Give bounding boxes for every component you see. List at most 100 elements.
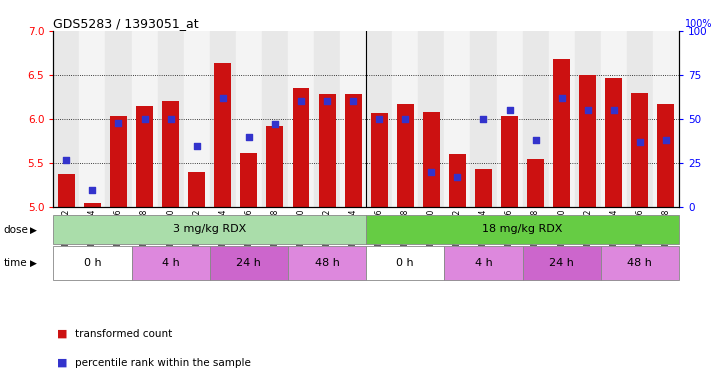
- Bar: [475, 169, 492, 207]
- Bar: [110, 116, 127, 207]
- Bar: [366, 246, 444, 280]
- Bar: [444, 31, 471, 207]
- Point: [400, 116, 411, 122]
- Text: time: time: [4, 258, 27, 268]
- Bar: [105, 31, 132, 207]
- Point: [243, 134, 255, 140]
- Point: [295, 98, 306, 104]
- Bar: [549, 31, 574, 207]
- Text: 3 mg/kg RDX: 3 mg/kg RDX: [173, 224, 247, 235]
- Point: [217, 95, 228, 101]
- Point: [504, 107, 515, 113]
- Bar: [58, 174, 75, 207]
- Point: [348, 98, 359, 104]
- Bar: [319, 94, 336, 207]
- Bar: [471, 31, 496, 207]
- Point: [634, 139, 646, 145]
- Text: 18 mg/kg RDX: 18 mg/kg RDX: [482, 224, 563, 235]
- Text: 0 h: 0 h: [397, 258, 414, 268]
- Bar: [601, 31, 627, 207]
- Text: 4 h: 4 h: [475, 258, 492, 268]
- Bar: [601, 246, 679, 280]
- Bar: [366, 31, 392, 207]
- Bar: [210, 246, 288, 280]
- Bar: [236, 31, 262, 207]
- Bar: [627, 31, 653, 207]
- Bar: [370, 113, 387, 207]
- Bar: [288, 246, 366, 280]
- Point: [87, 187, 98, 193]
- Bar: [523, 31, 549, 207]
- Bar: [84, 203, 101, 207]
- Text: 24 h: 24 h: [237, 258, 261, 268]
- Point: [608, 107, 619, 113]
- Bar: [214, 63, 231, 207]
- Point: [582, 107, 594, 113]
- Bar: [210, 31, 236, 207]
- Text: transformed count: transformed count: [75, 329, 172, 339]
- Bar: [53, 215, 366, 244]
- Point: [373, 116, 385, 122]
- Bar: [553, 59, 570, 207]
- Bar: [314, 31, 340, 207]
- Bar: [80, 31, 105, 207]
- Point: [139, 116, 150, 122]
- Point: [530, 137, 541, 143]
- Bar: [292, 88, 309, 207]
- Text: 24 h: 24 h: [550, 258, 574, 268]
- Bar: [496, 31, 523, 207]
- Text: GDS5283 / 1393051_at: GDS5283 / 1393051_at: [53, 17, 199, 30]
- Bar: [53, 31, 80, 207]
- Bar: [262, 31, 288, 207]
- Point: [321, 98, 333, 104]
- Point: [661, 137, 672, 143]
- Bar: [340, 31, 366, 207]
- Bar: [345, 94, 362, 207]
- Bar: [658, 104, 675, 207]
- Bar: [397, 104, 414, 207]
- Point: [60, 157, 72, 163]
- Bar: [523, 246, 601, 280]
- Point: [191, 142, 203, 149]
- Text: 4 h: 4 h: [162, 258, 179, 268]
- Text: 48 h: 48 h: [315, 258, 339, 268]
- Bar: [444, 246, 523, 280]
- Bar: [162, 101, 179, 207]
- Point: [478, 116, 489, 122]
- Bar: [288, 31, 314, 207]
- Bar: [392, 31, 418, 207]
- Text: ▶: ▶: [30, 226, 37, 235]
- Bar: [574, 31, 601, 207]
- Bar: [183, 31, 210, 207]
- Bar: [132, 246, 210, 280]
- Bar: [158, 31, 183, 207]
- Bar: [136, 106, 153, 207]
- Point: [556, 95, 567, 101]
- Text: ▶: ▶: [30, 258, 37, 268]
- Text: 100%: 100%: [685, 19, 711, 29]
- Point: [269, 121, 281, 127]
- Bar: [423, 112, 440, 207]
- Bar: [631, 93, 648, 207]
- Bar: [132, 31, 158, 207]
- Bar: [579, 75, 597, 207]
- Text: dose: dose: [4, 225, 28, 235]
- Bar: [366, 215, 679, 244]
- Bar: [501, 116, 518, 207]
- Text: 48 h: 48 h: [628, 258, 652, 268]
- Text: percentile rank within the sample: percentile rank within the sample: [75, 358, 250, 368]
- Bar: [653, 31, 679, 207]
- Point: [426, 169, 437, 175]
- Bar: [418, 31, 444, 207]
- Bar: [188, 172, 205, 207]
- Bar: [267, 126, 284, 207]
- Text: 0 h: 0 h: [84, 258, 101, 268]
- Bar: [449, 154, 466, 207]
- Point: [165, 116, 176, 122]
- Bar: [53, 246, 132, 280]
- Text: ■: ■: [57, 358, 68, 368]
- Point: [113, 119, 124, 126]
- Point: [451, 174, 463, 180]
- Bar: [605, 78, 622, 207]
- Bar: [240, 152, 257, 207]
